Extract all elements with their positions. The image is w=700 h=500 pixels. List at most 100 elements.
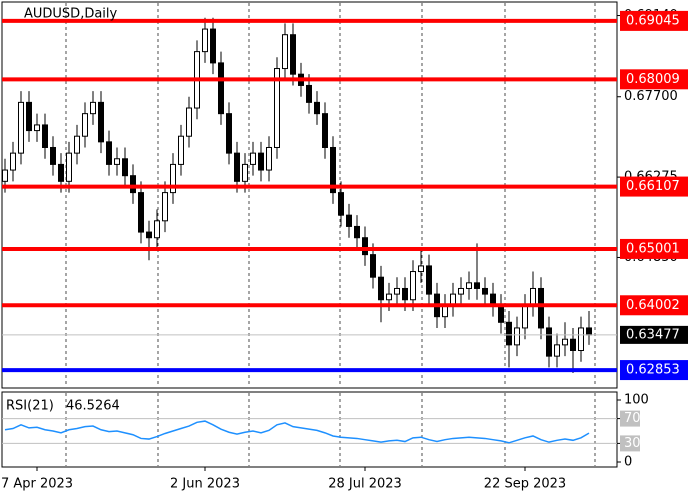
candle-body (2, 169, 8, 182)
candle-body (570, 338, 576, 351)
candle-body (242, 163, 248, 182)
current-price-label: 0.63477 (626, 327, 680, 342)
candle-body (338, 192, 344, 216)
level-label: 0.69045 (626, 13, 680, 28)
level-label: 0.62853 (626, 363, 680, 378)
candle-body (402, 287, 408, 301)
candle-body (410, 271, 416, 301)
candle-body (378, 276, 384, 301)
candle-body (90, 101, 96, 115)
candle-body (394, 287, 400, 295)
chart-title: AUDUSD,Daily (24, 7, 118, 22)
candle-body (146, 231, 152, 239)
candle-body (266, 146, 272, 171)
level-box (620, 360, 688, 381)
x-tick-label: 22 Sep 2023 (484, 477, 566, 492)
y-tick-label: 30 (624, 436, 641, 451)
rsi-line (4, 420, 590, 444)
candle-body (514, 327, 520, 346)
candle-body (282, 34, 288, 70)
candle-body (138, 192, 144, 233)
candle-body (562, 338, 568, 346)
candle-body (314, 101, 320, 115)
candle-body (130, 175, 136, 194)
level-label: 0.68009 (626, 72, 680, 87)
candle-body (498, 304, 504, 323)
rsi-value: 46.5264 (66, 399, 120, 414)
candle-body (74, 135, 80, 154)
level-label: 0.65001 (626, 241, 680, 256)
candle-body (458, 287, 464, 295)
level-box (620, 176, 688, 197)
candle-body (538, 287, 544, 329)
main-pane (1, 1, 618, 389)
candle-body (250, 152, 256, 165)
candle-body (122, 158, 128, 177)
candle-body (114, 158, 120, 165)
candle-body (578, 327, 584, 351)
candle-body (258, 152, 264, 171)
candle-body (26, 101, 32, 132)
candle-body (370, 254, 376, 278)
level-box (620, 10, 688, 31)
candle-body (226, 113, 232, 154)
y-tick-label: 70 (624, 411, 641, 426)
candle-body (106, 141, 112, 165)
candle-body (66, 152, 72, 182)
candle-body (234, 152, 240, 182)
candle-body (466, 282, 472, 289)
candle-body (186, 107, 192, 137)
y-tick-label: 0.67700 (624, 89, 678, 104)
candle-body (42, 124, 48, 148)
candle-body (346, 214, 352, 227)
candle-body (418, 265, 424, 273)
candle-body (178, 135, 184, 165)
candle-body (162, 192, 168, 222)
rsi-level-box (620, 410, 640, 427)
candle-body (218, 62, 224, 115)
candle-body (586, 327, 592, 336)
candle-body (202, 28, 208, 53)
candle-body (210, 28, 216, 64)
candle-body (34, 124, 40, 132)
candle-body (306, 84, 312, 103)
candle-body (18, 101, 24, 154)
candle-body (554, 344, 560, 357)
level-box (620, 238, 688, 259)
candle-body (522, 304, 528, 329)
candle-body (98, 101, 104, 143)
y-tick-label: 0 (624, 455, 632, 470)
candle-body (474, 282, 480, 289)
rsi-pane (1, 391, 618, 468)
candle-body (50, 146, 56, 165)
level-label: 0.66107 (626, 179, 680, 194)
level-label: 0.64002 (626, 298, 680, 313)
candle-body (506, 321, 512, 346)
candle-body (274, 68, 280, 148)
x-tick-label: 7 Apr 2023 (1, 477, 73, 492)
candle-body (354, 225, 360, 239)
candle-body (10, 152, 16, 171)
rsi-level-box (620, 435, 640, 452)
candle-body (362, 237, 368, 256)
candle-body (330, 146, 336, 194)
candle-body (482, 287, 488, 295)
rsi-title: RSI(21) (6, 399, 54, 414)
candle-body (322, 113, 328, 148)
candle-body (58, 163, 64, 182)
candle-body (170, 163, 176, 194)
candle-body (82, 113, 88, 137)
candle-body (546, 327, 552, 357)
candle-body (426, 265, 432, 295)
level-box (620, 69, 688, 90)
x-tick-label: 28 Jul 2023 (328, 477, 402, 492)
candle-body (154, 220, 160, 239)
level-box (620, 295, 688, 316)
x-tick-label: 2 Jun 2023 (170, 477, 240, 492)
candle-body (290, 34, 296, 75)
candle-body (386, 293, 392, 301)
candle-body (530, 287, 536, 306)
current-price-box (620, 325, 688, 344)
y-tick-label: 100 (624, 393, 649, 408)
